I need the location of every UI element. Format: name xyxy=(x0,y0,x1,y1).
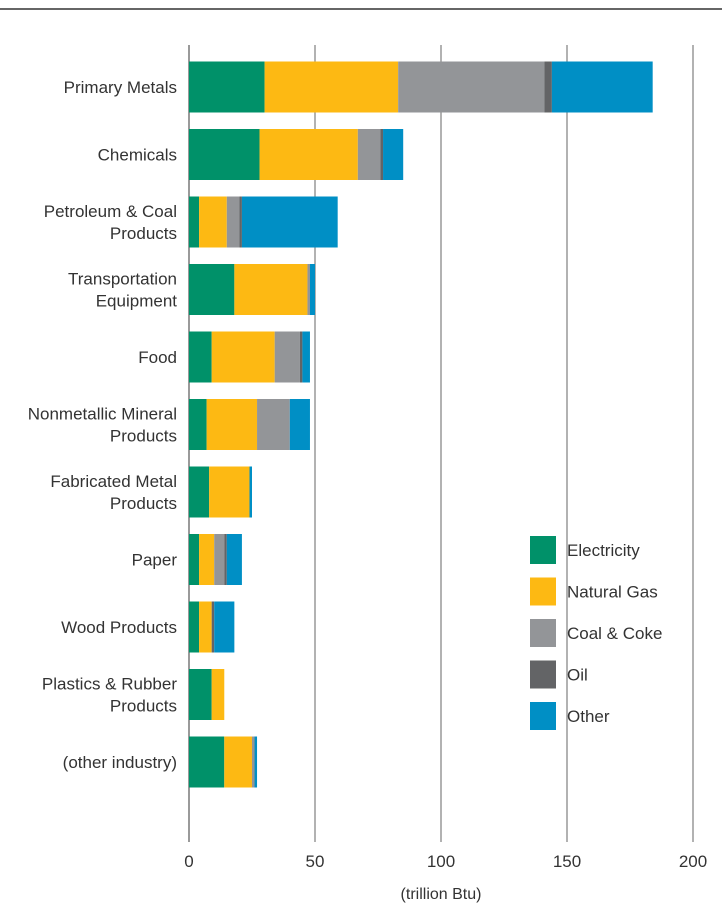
legend-label: Electricity xyxy=(567,541,640,560)
legend-label: Natural Gas xyxy=(567,583,658,602)
bar-segment xyxy=(209,466,250,518)
x-tick-label: 50 xyxy=(306,852,325,871)
bar-segment xyxy=(274,331,300,383)
bar-segment xyxy=(309,264,315,315)
bar-segment xyxy=(302,331,310,383)
bar-segment xyxy=(189,129,260,180)
bar-segment xyxy=(211,331,275,383)
axis: 0 50 100 150 200 (trillion Btu) xyxy=(184,852,707,903)
category-label: Nonmetallic Mineral Products xyxy=(28,405,177,446)
x-tick-label: 150 xyxy=(553,852,581,871)
legend-label: Coal & Coke xyxy=(567,624,662,643)
bar-segment xyxy=(357,129,381,180)
x-tick-label: 0 xyxy=(184,852,193,871)
bar-segment xyxy=(224,736,252,788)
category-label: Primary Metals xyxy=(64,78,177,97)
category-label: Wood Products xyxy=(61,618,177,637)
bar-segment xyxy=(189,331,212,383)
legend-swatch xyxy=(530,577,556,606)
bar-segment xyxy=(257,399,290,450)
category-labels: Primary Metals Chemicals Petroleum & Coal P… xyxy=(28,78,178,772)
bar-segment xyxy=(383,129,404,180)
legend-swatch xyxy=(530,536,556,564)
bar-segment xyxy=(226,196,240,248)
bar-segment xyxy=(380,129,384,180)
category-label: Transportation Equipment xyxy=(68,270,177,311)
bar-segment xyxy=(199,196,227,248)
category-label: Plastics & Rubber Products xyxy=(42,675,177,716)
legend-swatch xyxy=(530,660,556,689)
category-label: Fabricated Metal Products xyxy=(50,472,177,513)
bar-segment xyxy=(189,736,225,788)
bar-segment xyxy=(289,399,310,450)
bar-segment xyxy=(299,331,303,383)
bar-segment xyxy=(189,601,200,653)
bar-segment xyxy=(206,399,258,450)
category-label: (other industry) xyxy=(63,753,177,772)
bar-segment xyxy=(239,196,242,248)
bar-segment xyxy=(199,601,212,653)
bars xyxy=(189,61,653,788)
bar-segment xyxy=(544,61,552,113)
bar-segment xyxy=(249,466,252,518)
bar-segment xyxy=(214,601,235,653)
category-label: Petroleum & Coal Products xyxy=(44,202,177,243)
bar-segment xyxy=(211,601,215,653)
bar-segment xyxy=(211,669,225,720)
legend-swatch xyxy=(530,619,556,647)
legend-label: Oil xyxy=(567,666,588,685)
bar-segment xyxy=(224,534,227,585)
bar-segment xyxy=(254,736,258,788)
bar-segment xyxy=(214,534,225,585)
bar-segment xyxy=(307,264,310,315)
bar-segment xyxy=(241,196,338,248)
bar-segment xyxy=(234,264,308,315)
bar-segment xyxy=(199,534,215,585)
bar-segment xyxy=(398,61,545,113)
bar-segment xyxy=(189,399,207,450)
bar-segment xyxy=(189,669,212,720)
legend-swatch xyxy=(530,702,556,730)
bar-segment xyxy=(189,534,200,585)
category-label: Chemicals xyxy=(98,146,177,165)
bar-segment xyxy=(551,61,653,113)
bar-segment xyxy=(189,466,210,518)
x-axis-title: (trillion Btu) xyxy=(401,886,482,903)
bar-segment xyxy=(259,129,358,180)
bar-segment xyxy=(252,736,255,788)
bar-segment xyxy=(189,196,200,248)
legend-label: Other xyxy=(567,707,610,726)
x-tick-label: 100 xyxy=(427,852,455,871)
bar-segment xyxy=(226,534,242,585)
bar-segment xyxy=(264,61,399,113)
bar-segment xyxy=(189,264,235,315)
category-label: Food xyxy=(138,348,177,367)
bar-segment xyxy=(189,61,265,113)
category-label: Paper xyxy=(132,551,178,570)
x-tick-label: 200 xyxy=(679,852,707,871)
legend: Electricity Natural Gas Coal & Coke Oil Othe… xyxy=(530,536,662,730)
